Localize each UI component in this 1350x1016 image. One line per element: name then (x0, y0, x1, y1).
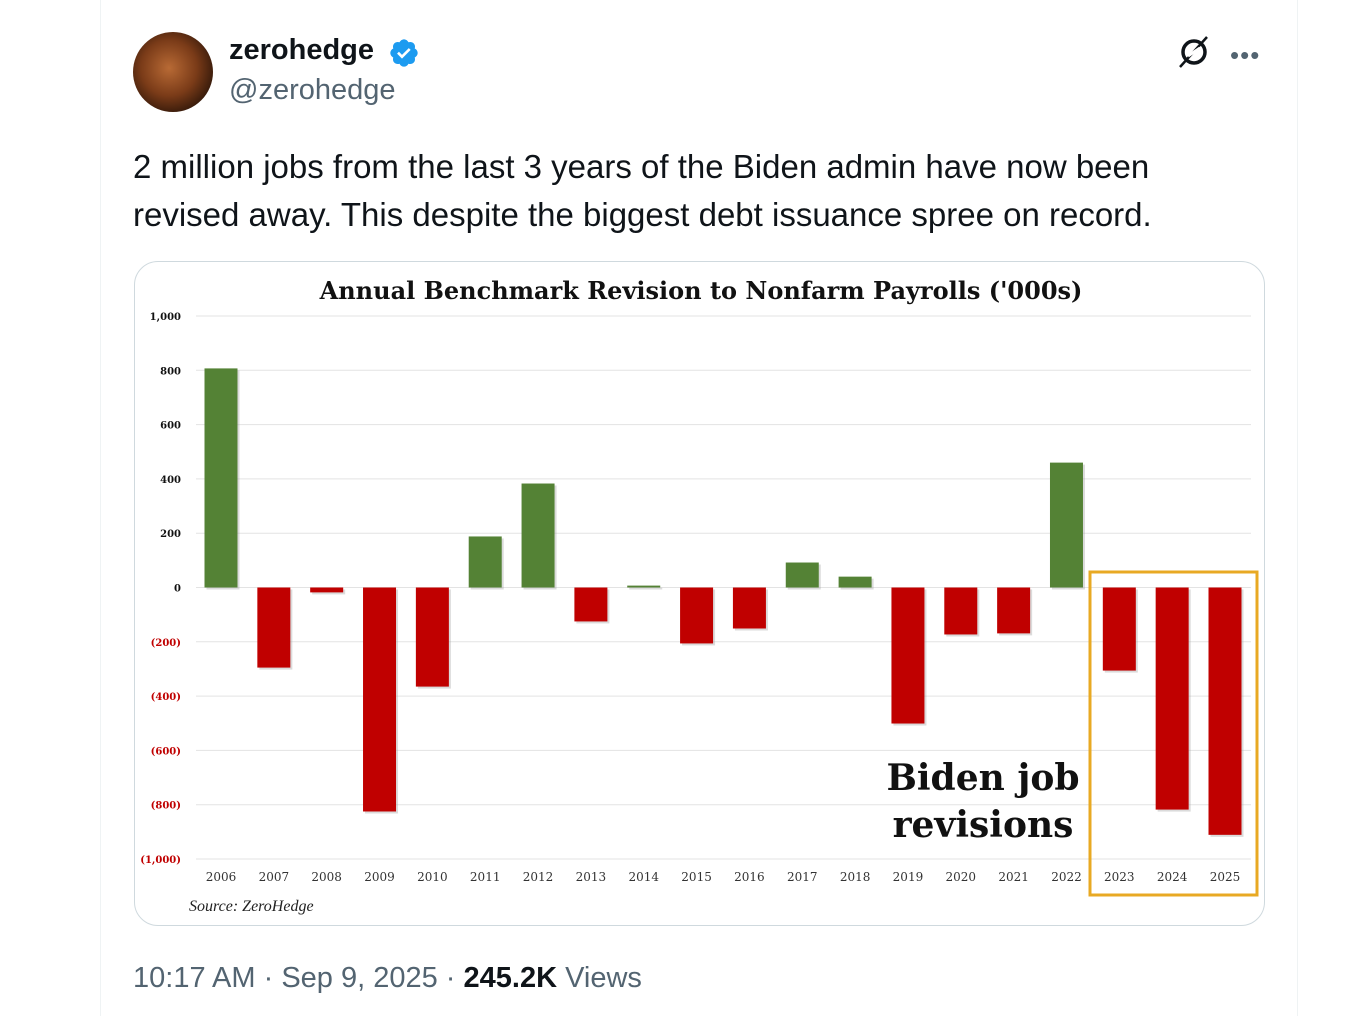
bar-chart: Annual Benchmark Revision to Nonfarm Pay… (140, 276, 1259, 915)
x-tick-label: 2018 (840, 870, 871, 884)
x-tick-label: 2016 (734, 870, 765, 884)
bar-2012 (521, 483, 555, 588)
bar-2010 (415, 587, 449, 687)
bar-2014 (627, 585, 661, 588)
y-tick-label: 200 (160, 529, 181, 540)
x-tick-label: 2011 (470, 870, 501, 884)
timeline-border-left (100, 0, 101, 1016)
x-tick-label: 2025 (1210, 870, 1241, 884)
chart-title: Annual Benchmark Revision to Nonfarm Pay… (319, 276, 1083, 305)
bar-2022 (1049, 462, 1083, 588)
bar-2023 (1102, 587, 1136, 671)
x-tick-label: 2007 (259, 870, 290, 884)
annotation-line-1: Biden job (886, 757, 1079, 799)
tweet-meta: 10:17 AM · Sep 9, 2025 · 245.2K Views (133, 962, 642, 995)
timeline-border-right (1297, 0, 1298, 1016)
x-tick-label: 2022 (1051, 870, 1082, 884)
x-tick-label: 2010 (417, 870, 448, 884)
bar-2015 (680, 587, 714, 644)
x-tick-label: 2008 (311, 870, 342, 884)
y-tick-label: 600 (160, 421, 181, 432)
bar-shadow (629, 587, 663, 590)
y-tick-label: 0 (174, 584, 181, 595)
y-tick-label: (400) (151, 692, 181, 703)
x-tick-label: 2006 (206, 870, 237, 884)
verified-badge-icon (390, 39, 418, 67)
bar-2024 (1155, 587, 1189, 810)
bar-2013 (574, 587, 608, 622)
chart-image[interactable]: Annual Benchmark Revision to Nonfarm Pay… (134, 261, 1265, 926)
bar-2009 (363, 587, 397, 812)
bar-2007 (257, 587, 291, 668)
annotation-line-2: revisions (893, 804, 1074, 846)
views-count: 245.2K (463, 962, 558, 994)
tweet-date[interactable]: Sep 9, 2025 (281, 962, 438, 994)
bar-2011 (468, 536, 502, 588)
y-tick-label: 1,000 (150, 312, 181, 323)
bar-2020 (944, 587, 978, 635)
x-tick-label: 2020 (946, 870, 977, 884)
bar-2006 (204, 368, 238, 588)
bar-2017 (785, 562, 819, 588)
separator: · (255, 962, 282, 994)
x-tick-label: 2009 (364, 870, 395, 884)
x-tick-label: 2012 (523, 870, 554, 884)
author-handle[interactable]: @zerohedge (229, 74, 396, 106)
avatar[interactable] (133, 32, 213, 112)
y-tick-label: (600) (151, 746, 181, 757)
author-name[interactable]: zerohedge (229, 34, 375, 66)
bar-2016 (732, 587, 766, 629)
bar-2021 (997, 587, 1031, 634)
tweet-text: 2 million jobs from the last 3 years of … (133, 148, 1152, 233)
y-tick-label: (800) (151, 801, 181, 812)
more-options-icon[interactable]: ••• (1230, 40, 1261, 70)
x-tick-label: 2017 (787, 870, 818, 884)
chart-source: Source: ZeroHedge (189, 898, 314, 915)
y-tick-label: 800 (160, 366, 181, 377)
y-tick-label: 400 (160, 475, 181, 486)
x-tick-label: 2014 (628, 870, 659, 884)
x-tick-label: 2024 (1157, 870, 1188, 884)
grok-icon[interactable] (1176, 34, 1212, 70)
x-tick-label: 2015 (681, 870, 712, 884)
x-tick-label: 2023 (1104, 870, 1135, 884)
x-tick-label: 2021 (998, 870, 1029, 884)
separator: · (437, 962, 464, 994)
bar-2008 (310, 587, 344, 593)
bar-2019 (891, 587, 925, 724)
bar-2025 (1208, 587, 1242, 835)
y-tick-label: (1,000) (140, 855, 181, 866)
bar-2018 (838, 576, 872, 588)
x-tick-label: 2019 (893, 870, 924, 884)
y-tick-label: (200) (151, 638, 181, 649)
views-label: Views (557, 962, 642, 994)
tweet-time[interactable]: 10:17 AM (133, 962, 256, 994)
x-tick-label: 2013 (576, 870, 607, 884)
highlight-box (1088, 570, 1259, 897)
